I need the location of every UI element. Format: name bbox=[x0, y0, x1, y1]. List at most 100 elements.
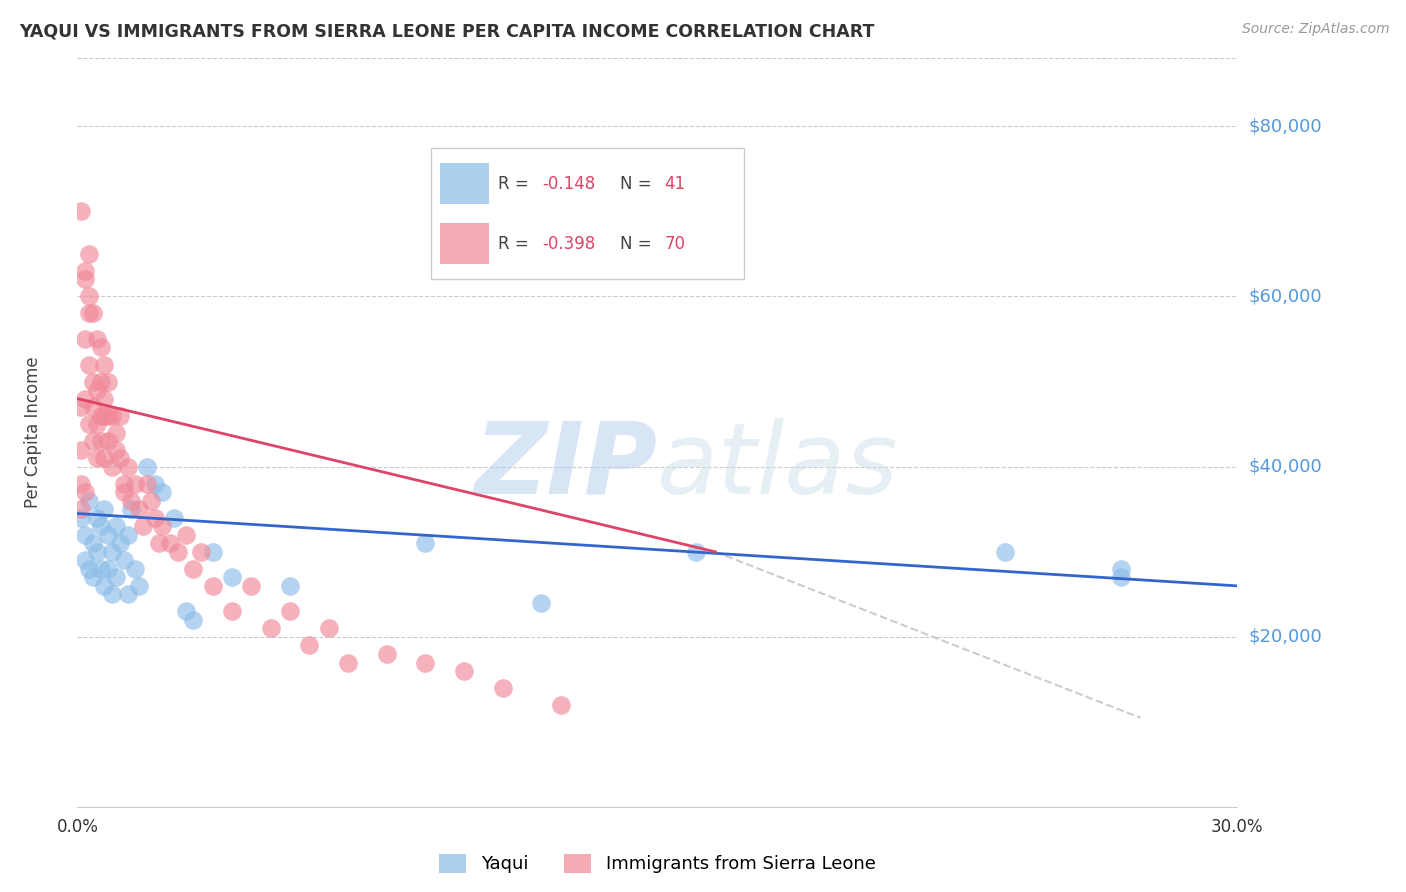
Point bbox=[70, 502, 93, 516]
Point bbox=[82, 536, 104, 550]
Point bbox=[174, 528, 197, 542]
Point bbox=[108, 451, 131, 466]
Point bbox=[77, 417, 100, 431]
Point bbox=[183, 613, 205, 627]
Point bbox=[75, 264, 96, 278]
Point bbox=[90, 409, 111, 423]
Point bbox=[318, 622, 340, 636]
Point bbox=[70, 400, 93, 414]
Text: $80,000: $80,000 bbox=[1249, 117, 1322, 135]
Point bbox=[86, 417, 108, 431]
Point bbox=[128, 502, 150, 516]
FancyBboxPatch shape bbox=[440, 163, 489, 204]
Text: $20,000: $20,000 bbox=[1249, 628, 1322, 646]
Point bbox=[90, 434, 111, 449]
Point bbox=[77, 247, 100, 261]
Text: 70: 70 bbox=[664, 235, 685, 252]
Point bbox=[166, 545, 188, 559]
Point bbox=[139, 493, 162, 508]
Text: $40,000: $40,000 bbox=[1249, 458, 1322, 475]
Point bbox=[86, 545, 108, 559]
Point bbox=[994, 545, 1017, 559]
Point bbox=[97, 528, 120, 542]
Point bbox=[174, 604, 197, 618]
Point bbox=[101, 409, 124, 423]
Point bbox=[201, 579, 224, 593]
Point bbox=[105, 425, 127, 440]
Point bbox=[375, 647, 398, 661]
Point bbox=[121, 493, 143, 508]
Point bbox=[82, 434, 104, 449]
Point bbox=[90, 341, 111, 355]
Text: Per Capita Income: Per Capita Income bbox=[24, 357, 42, 508]
Point bbox=[93, 358, 115, 372]
Point bbox=[453, 664, 475, 678]
Point bbox=[82, 375, 104, 389]
Point bbox=[77, 289, 100, 303]
Point bbox=[550, 698, 572, 712]
Point bbox=[82, 570, 104, 584]
Point bbox=[101, 587, 124, 601]
Point bbox=[112, 485, 135, 500]
Point bbox=[260, 622, 283, 636]
Point bbox=[93, 451, 115, 466]
Point bbox=[101, 459, 124, 474]
Point bbox=[108, 409, 131, 423]
Point bbox=[278, 604, 301, 618]
Point bbox=[240, 579, 263, 593]
Text: 41: 41 bbox=[664, 175, 685, 193]
Point bbox=[183, 562, 205, 576]
Point bbox=[201, 545, 224, 559]
Text: Source: ZipAtlas.com: Source: ZipAtlas.com bbox=[1241, 22, 1389, 37]
Text: -0.148: -0.148 bbox=[543, 175, 596, 193]
Point bbox=[221, 570, 243, 584]
Point bbox=[77, 562, 100, 576]
Point bbox=[97, 375, 120, 389]
Point bbox=[77, 306, 100, 320]
Point bbox=[105, 519, 127, 533]
Text: $60,000: $60,000 bbox=[1249, 287, 1322, 305]
Legend: Yaqui, Immigrants from Sierra Leone: Yaqui, Immigrants from Sierra Leone bbox=[432, 847, 883, 880]
Point bbox=[77, 358, 100, 372]
Point bbox=[143, 476, 166, 491]
FancyBboxPatch shape bbox=[432, 148, 744, 279]
Point bbox=[190, 545, 212, 559]
Point bbox=[337, 656, 360, 670]
Point bbox=[159, 536, 181, 550]
Point bbox=[124, 562, 146, 576]
Point bbox=[70, 510, 93, 524]
Point bbox=[93, 502, 115, 516]
Point bbox=[413, 536, 436, 550]
Point bbox=[117, 528, 139, 542]
Point bbox=[97, 409, 120, 423]
Point bbox=[105, 442, 127, 457]
Point bbox=[1111, 570, 1133, 584]
Point bbox=[136, 459, 159, 474]
Point bbox=[112, 553, 135, 567]
Point bbox=[128, 579, 150, 593]
Point bbox=[298, 639, 321, 653]
Point bbox=[93, 579, 115, 593]
Point bbox=[148, 536, 170, 550]
Point bbox=[492, 681, 515, 695]
Point bbox=[105, 570, 127, 584]
Point bbox=[86, 383, 108, 397]
Point bbox=[163, 510, 186, 524]
Point bbox=[221, 604, 243, 618]
Point bbox=[143, 510, 166, 524]
Text: N =: N = bbox=[620, 235, 657, 252]
Text: YAQUI VS IMMIGRANTS FROM SIERRA LEONE PER CAPITA INCOME CORRELATION CHART: YAQUI VS IMMIGRANTS FROM SIERRA LEONE PE… bbox=[20, 22, 875, 40]
Point bbox=[108, 536, 131, 550]
Text: R =: R = bbox=[498, 235, 534, 252]
Point bbox=[90, 562, 111, 576]
Point bbox=[685, 545, 707, 559]
Point bbox=[132, 519, 155, 533]
Point bbox=[70, 476, 93, 491]
Point bbox=[75, 553, 96, 567]
Point bbox=[82, 400, 104, 414]
Text: R =: R = bbox=[498, 175, 534, 193]
Point bbox=[97, 434, 120, 449]
Point bbox=[75, 272, 96, 286]
Point bbox=[82, 306, 104, 320]
Point bbox=[75, 485, 96, 500]
